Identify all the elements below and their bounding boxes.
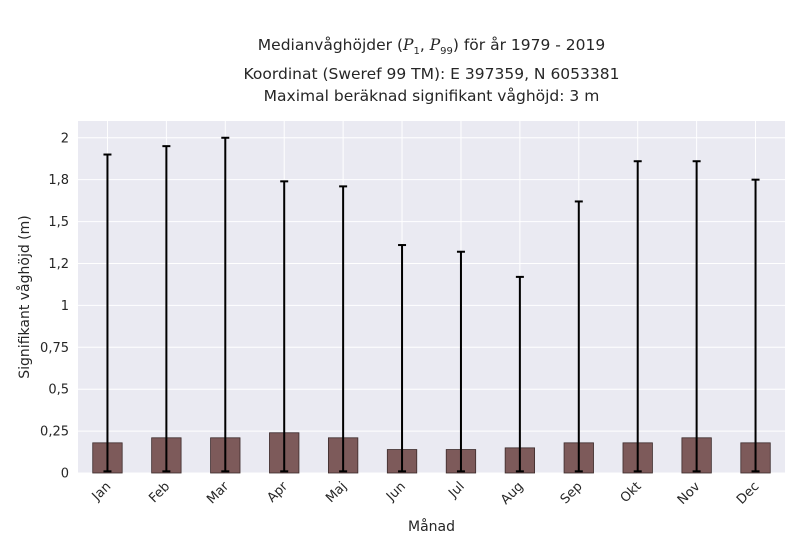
y-axis-ticks: 0 0,25 0,5 0,75 1 1,2 1,5 1,8 2 <box>40 131 69 481</box>
title-line-2: Koordinat (Sweref 99 TM): E 397359, N 60… <box>243 65 620 84</box>
error-bar-mar <box>221 136 230 473</box>
x-tick-label: Dec <box>734 479 762 507</box>
error-bar-maj <box>339 185 348 473</box>
x-tick-label: Jan <box>89 479 114 504</box>
title-separator: , <box>419 36 430 54</box>
title-p1-subscript: 1 <box>413 46 420 58</box>
error-bar-jun <box>398 244 407 473</box>
error-bar-nov <box>692 160 701 473</box>
title-line-3: Maximal beräknad signifikant våghöjd: 3 … <box>263 87 600 106</box>
y-tick-label: 0 <box>61 467 69 482</box>
y-tick-label: 0,75 <box>40 341 69 356</box>
error-bar-jul <box>456 250 465 473</box>
x-tick-label: Aug <box>498 479 527 508</box>
y-tick-label: 1,8 <box>48 173 69 188</box>
x-tick-label: Okt <box>618 479 645 506</box>
x-axis-ticks: Jan Feb Mar Apr Maj Jun Jul Aug Sep Okt Nov Dec <box>89 479 763 508</box>
title-line-1-prefix: Medianvåghöjder ( <box>257 36 404 54</box>
y-tick-label: 2 <box>61 131 69 146</box>
error-bars <box>103 136 760 473</box>
error-bar-sep <box>574 200 583 473</box>
error-bar-feb <box>162 145 171 473</box>
x-tick-label: Sep <box>558 479 586 507</box>
title-p99-symbol: P <box>429 36 441 54</box>
title-line-1: Medianvåghöjder (P1, P99) för år 1979 - … <box>78 34 785 63</box>
title-line-1-suffix: ) för år 1979 - 2019 <box>452 36 606 54</box>
y-tick-label: 1,5 <box>48 215 69 230</box>
title-p99-subscript: 99 <box>440 46 453 58</box>
x-tick-label: Nov <box>675 479 704 508</box>
y-tick-label: 1,2 <box>48 257 69 272</box>
error-bar-apr <box>280 180 289 473</box>
x-axis-label: Månad <box>408 518 455 535</box>
x-tick-label: Mar <box>204 479 232 507</box>
y-axis-label: Signifikant våghöjd (m) <box>16 215 33 378</box>
y-tick-label: 1 <box>61 299 69 314</box>
x-tick-label: Feb <box>146 479 173 506</box>
x-tick-label: Jul <box>445 479 467 501</box>
error-bar-aug <box>515 275 524 473</box>
title-p1-symbol: P <box>403 36 414 54</box>
plot-area <box>78 121 785 473</box>
x-tick-label: Jun <box>383 479 409 505</box>
error-bar-dec <box>751 178 760 473</box>
x-tick-label: Apr <box>265 479 292 506</box>
error-bar-okt <box>633 160 642 473</box>
y-tick-label: 0,25 <box>40 425 69 440</box>
chart-title: Medianvåghöjder (P1, P99) för år 1979 - … <box>78 34 785 107</box>
error-bar-jan <box>103 153 112 473</box>
y-tick-label: 0,5 <box>48 383 69 398</box>
x-tick-label: Maj <box>323 479 350 506</box>
